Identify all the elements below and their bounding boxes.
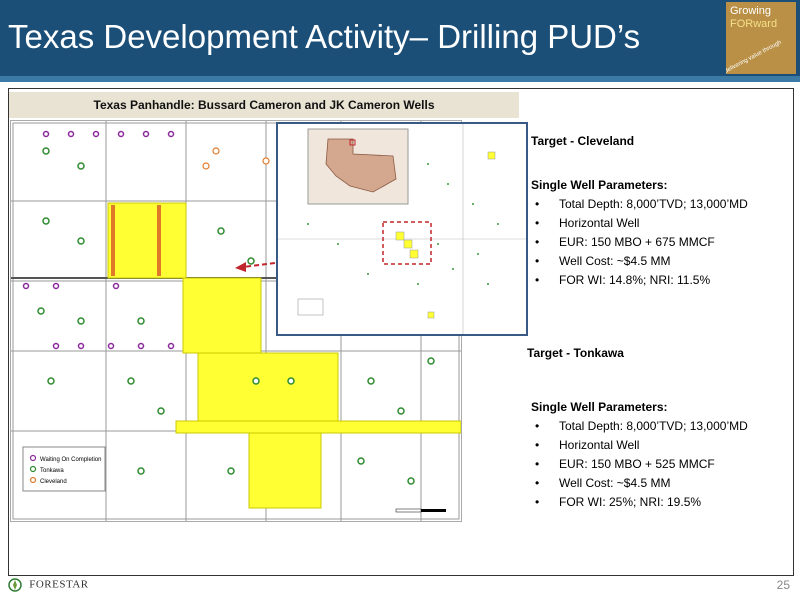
inset-well-points [307, 163, 499, 285]
tonkawa-params: Single Well Parameters: Total Depth: 8,0… [531, 400, 791, 512]
forestar-wordmark: FORESTAR [29, 578, 89, 591]
inset-drawing [278, 124, 526, 334]
forestar-leaf-icon [8, 578, 22, 592]
horizontal-wells [111, 205, 161, 276]
cleveland-param-list: Total Depth: 8,000’TVD; 13,000’MD Horizo… [531, 195, 791, 290]
param-total-depth: Total Depth: 8,000’TVD; 13,000’MD [531, 417, 791, 436]
target-cleveland-panel: Target - Cleveland [531, 134, 791, 148]
inset-locator-map [276, 122, 528, 336]
param-well-cost: Well Cost: ~$4.5 MM [531, 474, 791, 493]
lease-blocks [107, 202, 461, 509]
forestar-logo: FORESTAR [8, 578, 89, 592]
tonkawa-params-title: Single Well Parameters: [531, 400, 668, 414]
param-eur: EUR: 150 MBO + 675 MMCF [531, 233, 791, 252]
cleveland-params: Single Well Parameters: Total Depth: 8,0… [531, 178, 791, 290]
target-tonkawa-panel: Target - Tonkawa [527, 346, 787, 360]
area-locator [349, 139, 356, 146]
logo-tagline: delivering value through [726, 39, 783, 74]
param-wi-nri: FOR WI: 14.8%; NRI: 11.5% [531, 271, 791, 290]
param-eur: EUR: 150 MBO + 525 MMCF [531, 455, 791, 474]
legend-swatch-waiting [29, 454, 37, 462]
legend-label-tonkawa: Tonkawa [40, 468, 64, 474]
target-cleveland-title: Target - Cleveland [531, 134, 635, 148]
legend-box [22, 446, 106, 492]
param-well-type: Horizontal Well [531, 214, 791, 233]
param-well-type: Horizontal Well [531, 436, 791, 455]
texas-shape [325, 138, 397, 193]
focus-box [382, 221, 432, 265]
param-wi-nri: FOR WI: 25%; NRI: 19.5% [531, 493, 791, 512]
header-band: Texas Development Activity– Drilling PUD… [0, 0, 800, 76]
legend-label-cleveland: Cleveland [40, 479, 67, 485]
page-number: 25 [776, 578, 790, 592]
legend-swatch-cleveland [29, 476, 37, 484]
scale-bar [395, 508, 446, 513]
param-well-cost: Well Cost: ~$4.5 MM [531, 252, 791, 271]
header-divider [0, 76, 800, 82]
inset-legend [297, 298, 324, 316]
well-map-drawing: Waiting On Completion Tonkawa Cleveland [11, 121, 461, 521]
param-total-depth: Total Depth: 8,000’TVD; 13,000’MD [531, 195, 791, 214]
cleveland-params-title: Single Well Parameters: [531, 178, 668, 192]
tonkawa-param-list: Total Depth: 8,000’TVD; 13,000’MD Horizo… [531, 417, 791, 512]
logo-text-forward: FORward [730, 18, 778, 30]
target-tonkawa-title: Target - Tonkawa [527, 346, 624, 360]
logo-text-growing: Growing [730, 5, 771, 17]
inset-lease-blocks [395, 151, 496, 319]
legend-label-waiting: Waiting On Completion [40, 457, 101, 463]
legend-swatch-tonkawa [29, 465, 37, 473]
page-title: Texas Development Activity– Drilling PUD… [8, 18, 641, 55]
growing-forward-logo: Growing FORward delivering value through [726, 2, 796, 74]
map-caption: Texas Panhandle: Bussard Cameron and JK … [9, 92, 519, 118]
